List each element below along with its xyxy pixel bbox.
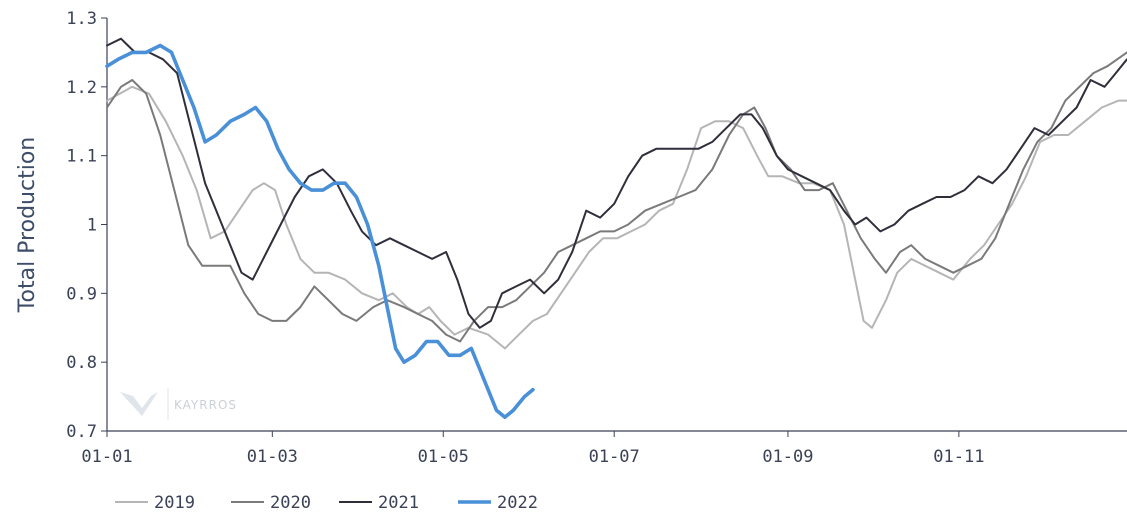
x-tick-label: 01-03 <box>247 447 298 467</box>
y-tick-label: 1.1 <box>66 147 97 167</box>
axes: 0.7 0.8 0.9 1 1.1 1.2 1.3 01-01 01-03 01-05 01-07 0… <box>66 9 1127 467</box>
x-tick-label: 01-01 <box>81 447 132 467</box>
y-tick-label: 0.7 <box>66 422 97 442</box>
kayrros-logo-icon <box>120 392 158 416</box>
series-line-2020 <box>106 51 1127 343</box>
x-tick-label: 01-07 <box>589 447 640 467</box>
legend-label-2022: 2022 <box>497 493 538 513</box>
series-line-2019 <box>106 85 1127 350</box>
watermark-text: KAYRROS <box>174 398 237 412</box>
y-tick-label: 1 <box>87 216 97 236</box>
series-lines <box>105 37 1127 419</box>
legend-label-2019: 2019 <box>154 493 195 513</box>
x-tick-label: 01-05 <box>418 447 469 467</box>
series-line-2022 <box>105 43 535 419</box>
kayrros-watermark: KAYRROS <box>120 388 237 420</box>
y-tick-label: 0.8 <box>66 353 97 373</box>
legend-label-2021: 2021 <box>378 493 419 513</box>
y-tick-label: 0.9 <box>66 284 97 304</box>
legend: 2019 2020 2021 2022 <box>115 493 538 513</box>
legend-label-2020: 2020 <box>270 493 311 513</box>
y-tick-label: 1.3 <box>66 9 97 29</box>
x-tick-label: 01-09 <box>762 447 813 467</box>
y-tick-label: 1.2 <box>66 78 97 98</box>
x-tick-label: 01-11 <box>933 447 984 467</box>
series-line-2021 <box>106 37 1127 329</box>
y-axis-label: Total Production <box>15 137 40 313</box>
